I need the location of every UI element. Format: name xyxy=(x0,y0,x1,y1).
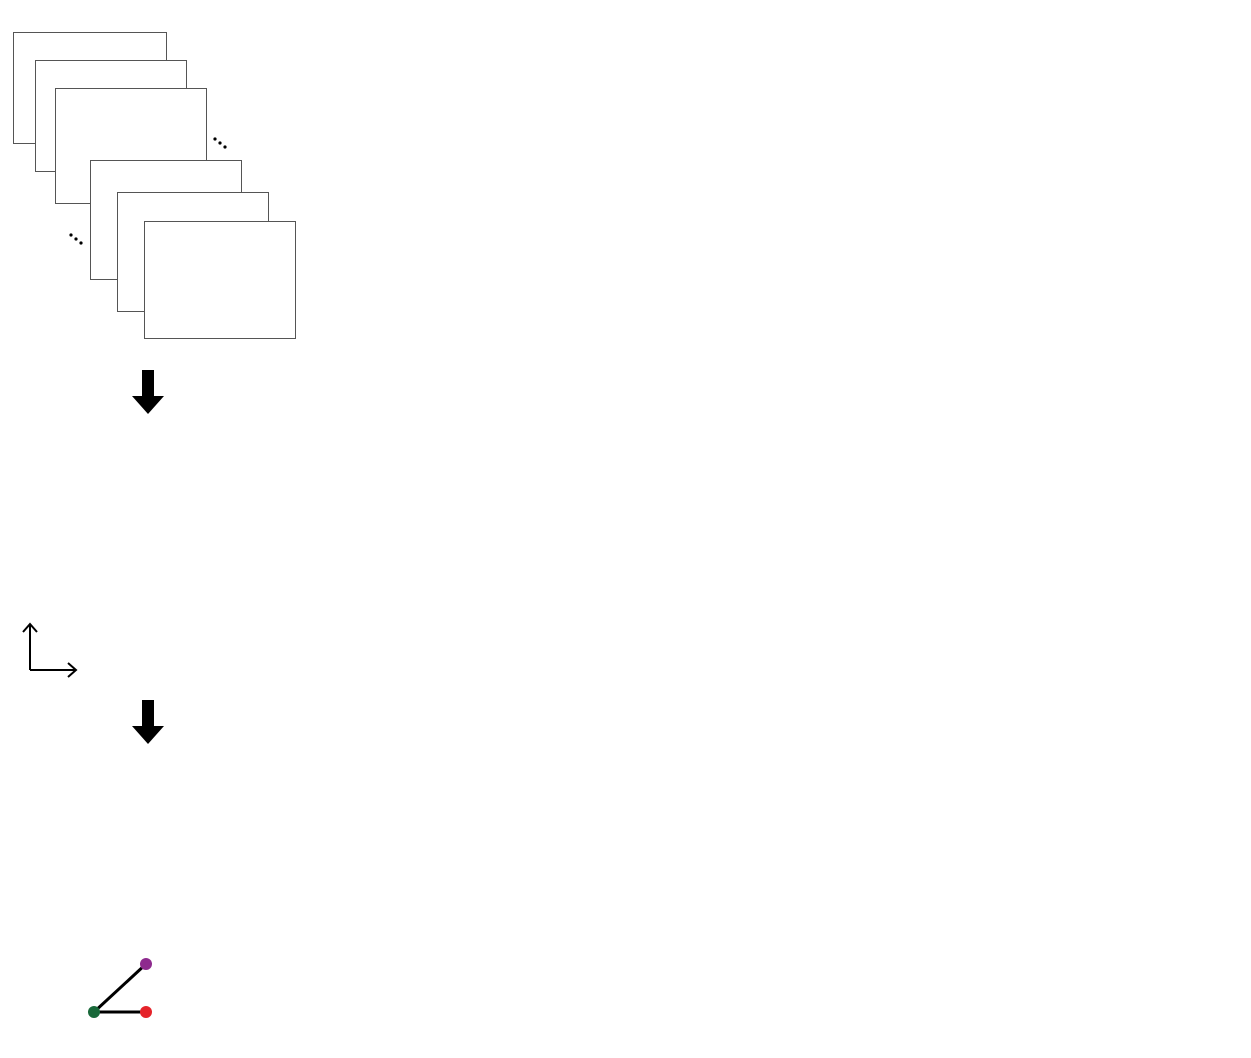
ellipsis-icon xyxy=(213,137,227,149)
umap-card-e135 xyxy=(144,221,296,339)
summary-graph xyxy=(88,958,152,1018)
arrow-down-icon xyxy=(132,700,164,744)
ellipsis-icon xyxy=(69,233,83,245)
integrated-umap xyxy=(22,622,78,678)
arrow-down-icon xyxy=(132,370,164,414)
